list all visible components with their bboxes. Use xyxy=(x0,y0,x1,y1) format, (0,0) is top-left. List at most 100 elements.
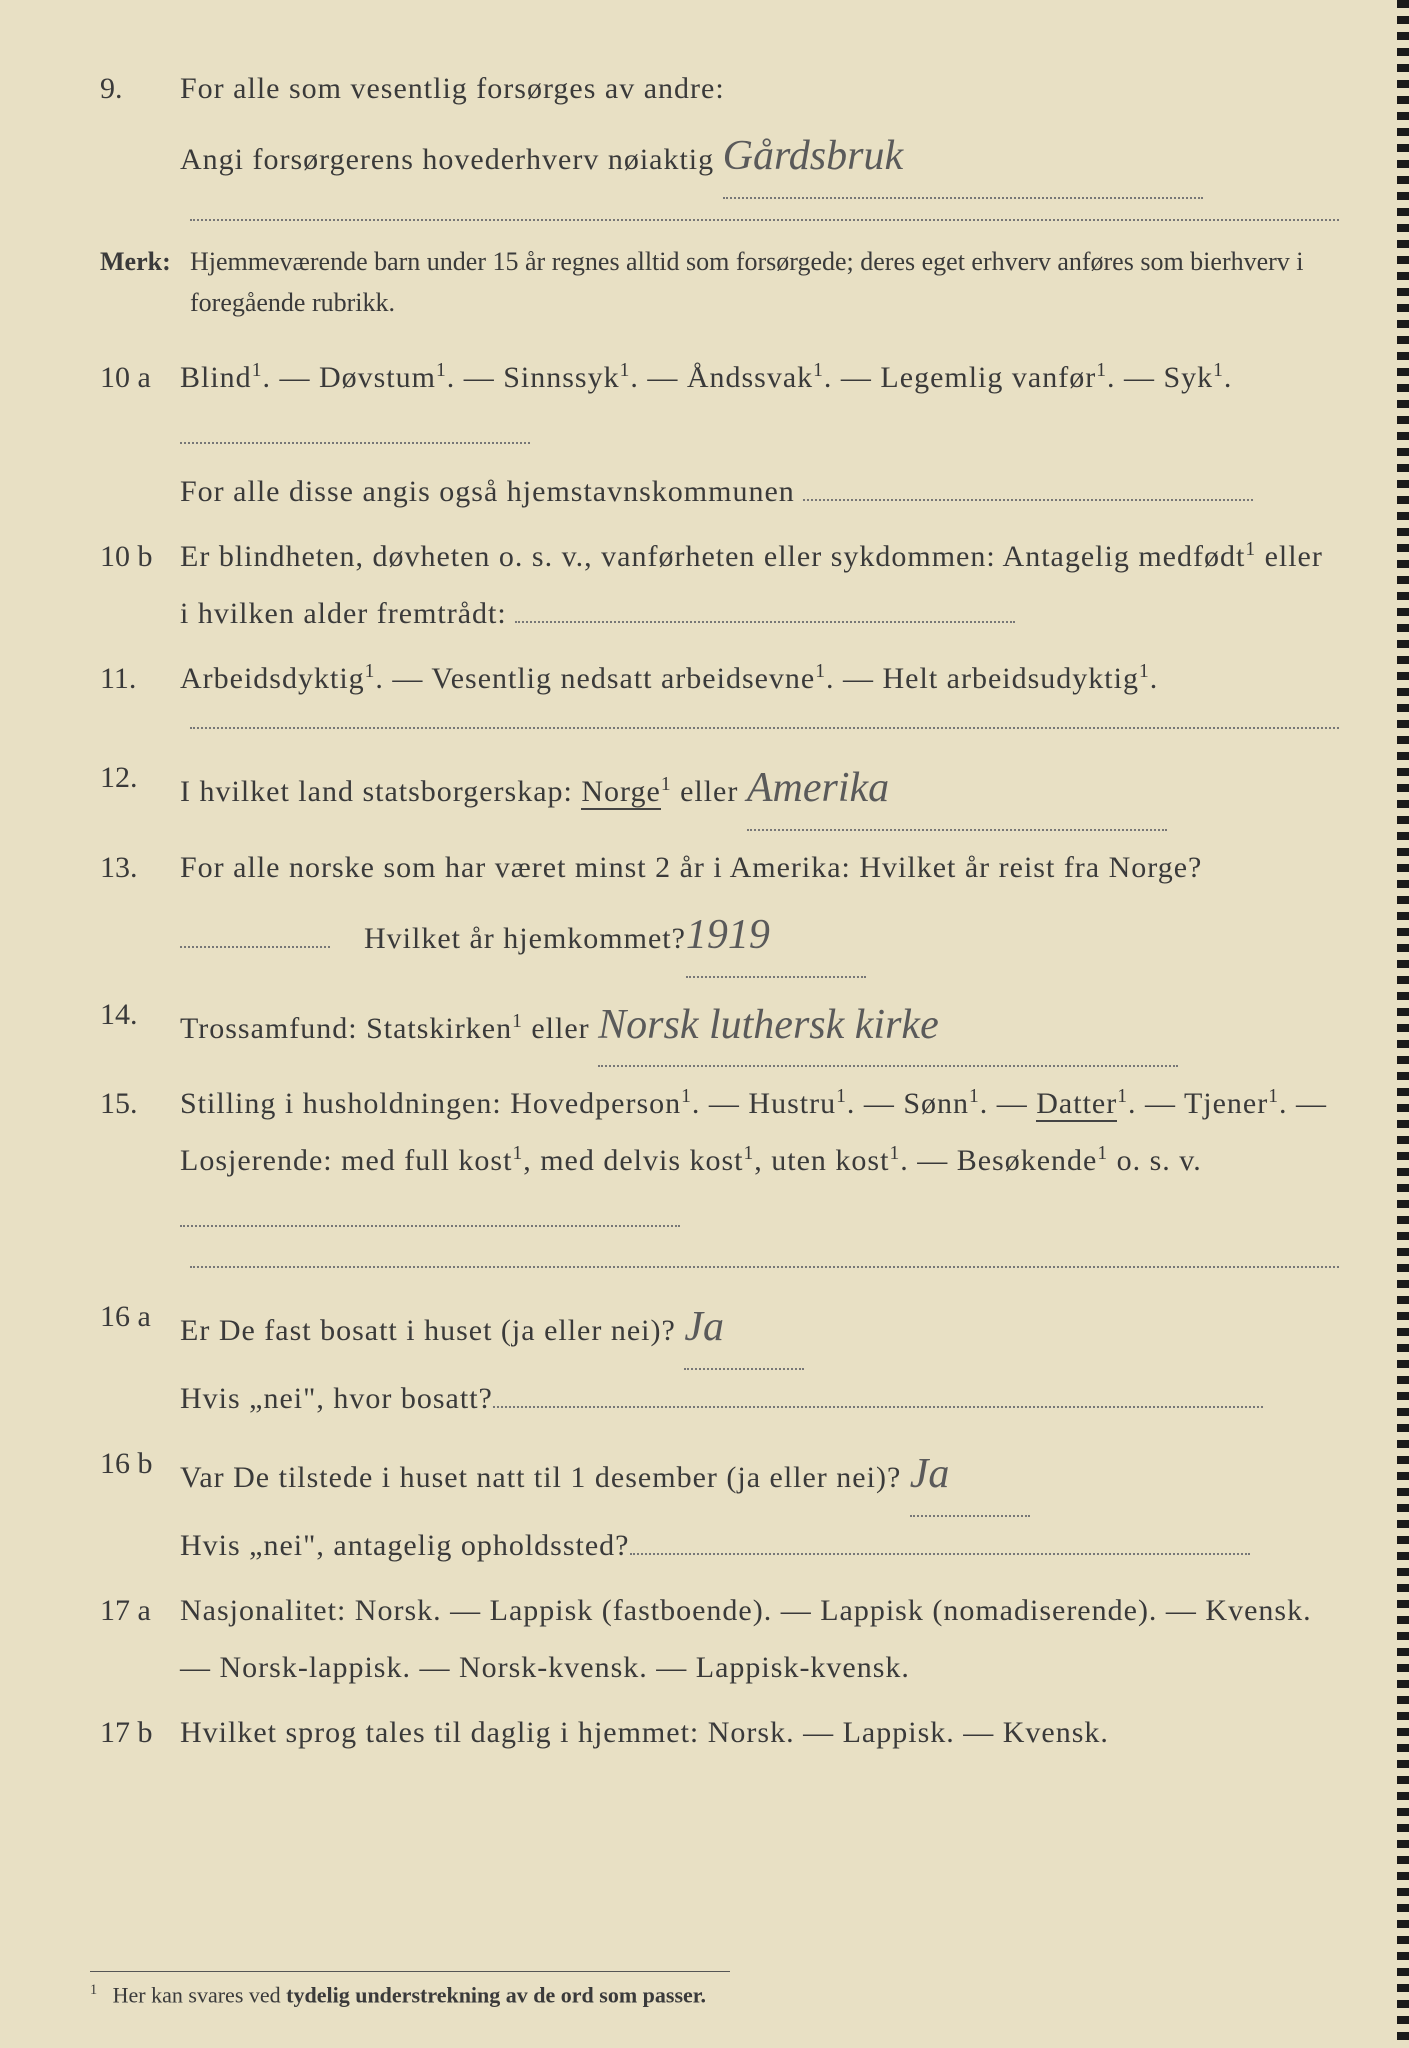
q15-t8: , uten kost xyxy=(754,1144,889,1177)
q10a-p3: . — Åndssvak xyxy=(630,361,813,394)
q11-p3: . xyxy=(1150,662,1159,695)
divider-3 xyxy=(190,1266,1339,1268)
q15-content: Stilling i husholdningen: Hovedperson1. … xyxy=(180,1075,1339,1246)
q13-text2: Hvilket år hjemkommet? xyxy=(364,922,686,955)
q9-answer: Gårdsbruk xyxy=(723,133,903,179)
q10a-blank1 xyxy=(180,442,530,444)
q16a-number: 16 a xyxy=(90,1288,180,1427)
q15-t1: Stilling i husholdningen: Hovedperson xyxy=(180,1087,681,1120)
q14-eller: eller xyxy=(523,1012,590,1045)
q10a-p5: . — Syk xyxy=(1107,361,1213,394)
q15-t10: o. s. v. xyxy=(1108,1144,1202,1177)
q15-datter: Datter xyxy=(1036,1087,1117,1122)
q11-number: 11. xyxy=(90,650,180,707)
q13-text1: For alle norske som har været minst 2 år… xyxy=(180,851,1202,884)
q16b-text1: Var De tilstede i huset natt til 1 desem… xyxy=(180,1461,901,1494)
divider-2 xyxy=(190,727,1339,729)
q12-norge: Norge xyxy=(581,775,660,810)
q10a-blank2 xyxy=(803,499,1253,501)
q16b-content: Var De tilstede i huset natt til 1 desem… xyxy=(180,1435,1339,1574)
q10a-p0: Blind xyxy=(180,361,252,394)
footnote-text-plain: Her kan svares ved xyxy=(113,1982,287,2007)
q13-content: For alle norske som har været minst 2 år… xyxy=(180,839,1339,978)
q11-p1: . — Vesentlig nedsatt arbeidsevne xyxy=(375,662,815,695)
question-12: 12. I hvilket land statsborgerskap: Norg… xyxy=(90,749,1339,831)
q9-content: For alle som vesentlig forsørges av andr… xyxy=(180,60,1339,199)
q15-t2: . — Hustru xyxy=(692,1087,836,1120)
q10a-content: Blind1. — Døvstum1. — Sinnssyk1. — Åndss… xyxy=(180,349,1339,520)
q13-answer: 1919 xyxy=(686,912,770,958)
q9-number: 9. xyxy=(90,60,180,199)
q10a-p6: . xyxy=(1224,361,1233,394)
q16b-answer-field: Ja xyxy=(910,1435,1030,1517)
question-11: 11. Arbeidsdyktig1. — Vesentlig nedsatt … xyxy=(90,650,1339,707)
q17a-number: 17 a xyxy=(90,1582,180,1696)
question-16b: 16 b Var De tilstede i huset natt til 1 … xyxy=(90,1435,1339,1574)
q12-answer-field: Amerika xyxy=(747,749,1167,831)
q15-t4: . — xyxy=(980,1087,1037,1120)
q11-p0: Arbeidsdyktig xyxy=(180,662,365,695)
q14-answer: Norsk luthersk kirke xyxy=(598,1002,939,1048)
q12-answer: Amerika xyxy=(747,765,889,811)
q15-t3: . — Sønn xyxy=(847,1087,969,1120)
q15-t5: . — Tjener xyxy=(1128,1087,1268,1120)
question-14: 14. Trossamfund: Statskirken1 eller Nors… xyxy=(90,986,1339,1068)
q13-number: 13. xyxy=(90,839,180,978)
question-9: 9. For alle som vesentlig forsørges av a… xyxy=(90,60,1339,199)
q17b-number: 17 b xyxy=(90,1704,180,1761)
perforation-edge xyxy=(1397,0,1409,2048)
q16a-answer-field: Ja xyxy=(684,1288,804,1370)
q10a-p1: . — Døvstum xyxy=(262,361,436,394)
q10b-number: 10 b xyxy=(90,528,180,642)
footnote-text-bold: tydelig understrekning av de ord som pas… xyxy=(286,1982,706,2007)
q10b-content: Er blindheten, døvheten o. s. v., vanfør… xyxy=(180,528,1339,642)
q10a-number: 10 a xyxy=(90,349,180,520)
q16b-answer: Ja xyxy=(910,1451,950,1497)
q16a-answer: Ja xyxy=(684,1304,724,1350)
q9-line2: Angi forsørgerens hovederhverv nøiaktig xyxy=(180,143,714,176)
footnote-num: 1 xyxy=(90,1982,97,1998)
question-15: 15. Stilling i husholdningen: Hovedperso… xyxy=(90,1075,1339,1246)
q12-eller: eller xyxy=(672,775,739,808)
q15-number: 15. xyxy=(90,1075,180,1246)
footnote: 1 Her kan svares ved tydelig understrekn… xyxy=(90,1971,730,2008)
q9-line1: For alle som vesentlig forsørges av andr… xyxy=(180,72,725,105)
q10b-text: Er blindheten, døvheten o. s. v., vanfør… xyxy=(180,540,1245,573)
q17a-content: Nasjonalitet: Norsk. — Lappisk (fastboen… xyxy=(180,1582,1339,1696)
q12-content: I hvilket land statsborgerskap: Norge1 e… xyxy=(180,749,1339,831)
question-16a: 16 a Er De fast bosatt i huset (ja eller… xyxy=(90,1288,1339,1427)
q14-answer-field: Norsk luthersk kirke xyxy=(598,986,1178,1068)
merk-note: Merk: Hjemmeværende barn under 15 år reg… xyxy=(90,241,1339,324)
question-10a: 10 a Blind1. — Døvstum1. — Sinnssyk1. — … xyxy=(90,349,1339,520)
q13-answer-field: 1919 xyxy=(686,896,866,978)
q9-answer-field: Gårdsbruk xyxy=(723,117,1203,199)
q12-number: 12. xyxy=(90,749,180,831)
q14-content: Trossamfund: Statskirken1 eller Norsk lu… xyxy=(180,986,1339,1068)
q16a-content: Er De fast bosatt i huset (ja eller nei)… xyxy=(180,1288,1339,1427)
q14-text: Trossamfund: Statskirken xyxy=(180,1012,512,1045)
q10a-p2: . — Sinnssyk xyxy=(447,361,620,394)
q16a-blank xyxy=(493,1406,1263,1408)
q16b-text2: Hvis „nei", antagelig opholdssted? xyxy=(180,1529,630,1562)
q17b-content: Hvilket sprog tales til daglig i hjemmet… xyxy=(180,1704,1339,1761)
q15-t7: , med delvis kost xyxy=(523,1144,743,1177)
q14-number: 14. xyxy=(90,986,180,1068)
divider-1 xyxy=(190,219,1339,221)
merk-text: Hjemmeværende barn under 15 år regnes al… xyxy=(190,241,1339,324)
question-10b: 10 b Er blindheten, døvheten o. s. v., v… xyxy=(90,528,1339,642)
q12-text: I hvilket land statsborgerskap: xyxy=(180,775,581,808)
q16a-text1: Er De fast bosatt i huset (ja eller nei)… xyxy=(180,1314,676,1347)
q11-content: Arbeidsdyktig1. — Vesentlig nedsatt arbe… xyxy=(180,650,1339,707)
question-17b: 17 b Hvilket sprog tales til daglig i hj… xyxy=(90,1704,1339,1761)
q16a-text2: Hvis „nei", hvor bosatt? xyxy=(180,1382,493,1415)
q11-p2: . — Helt arbeidsudyktig xyxy=(826,662,1139,695)
q10b-blank xyxy=(515,621,1015,623)
q16b-number: 16 b xyxy=(90,1435,180,1574)
q10a-p4: . — Legemlig vanfør xyxy=(824,361,1096,394)
question-13: 13. For alle norske som har været minst … xyxy=(90,839,1339,978)
q15-t9: . — Besøkende xyxy=(900,1144,1097,1177)
q16b-blank xyxy=(630,1553,1250,1555)
merk-label: Merk: xyxy=(90,241,190,324)
q15-blank xyxy=(180,1225,680,1227)
q10a-line2: For alle disse angis også hjemstavnskomm… xyxy=(180,475,795,508)
